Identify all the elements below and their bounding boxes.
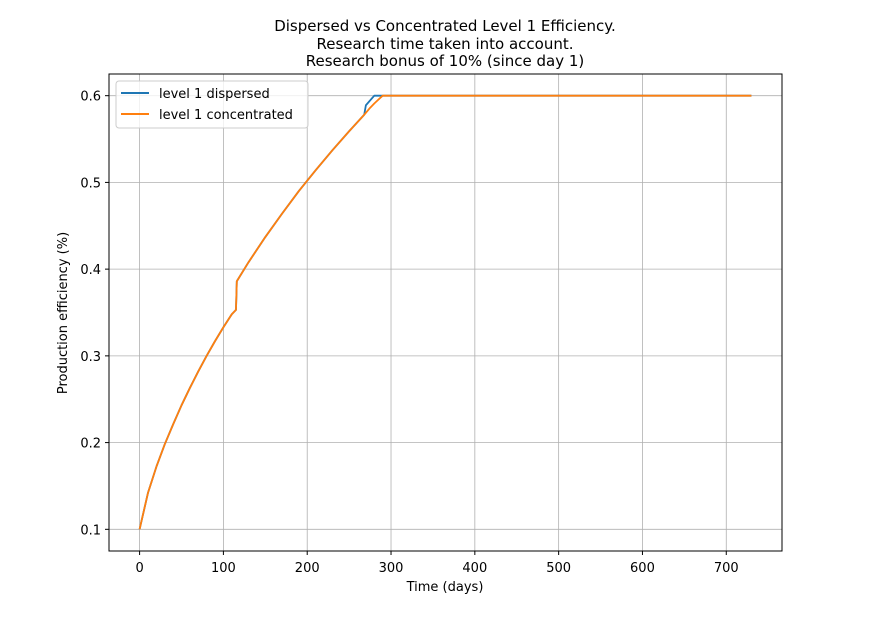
- x-tick-label: 500: [546, 561, 571, 576]
- chart-title-line-3: Research bonus of 10% (since day 1): [306, 52, 585, 70]
- x-axis-label: Time (days): [406, 580, 484, 595]
- plot-area: [108, 73, 783, 552]
- x-tick-label: 400: [462, 561, 487, 576]
- y-tick-label: 0.1: [80, 523, 101, 538]
- grid: [109, 74, 782, 551]
- y-tick-label: 0.3: [80, 350, 101, 365]
- y-tick-label: 0.4: [80, 263, 101, 278]
- y-tick-label: 0.5: [80, 176, 101, 191]
- legend-label-dispersed: level 1 dispersed: [159, 87, 270, 102]
- y-axis-label: Production efficiency (%): [56, 232, 71, 394]
- x-tick-label: 0: [135, 561, 143, 576]
- series-line-1: [138, 94, 752, 530]
- x-tick-label: 600: [630, 561, 655, 576]
- series-group: [138, 94, 752, 530]
- x-tick-label: 300: [379, 561, 404, 576]
- y-tick-label: 0.6: [80, 90, 101, 105]
- x-tick-label: 200: [295, 561, 320, 576]
- y-tick-label: 0.2: [80, 437, 101, 452]
- legend-box: [115, 80, 309, 129]
- legend-label-concentrated: level 1 concentrated: [159, 108, 293, 123]
- x-tick-label: 100: [211, 561, 236, 576]
- chart-title-line-1: Dispersed vs Concentrated Level 1 Effici…: [274, 17, 616, 35]
- ticks: 0 100 200 300 400 500 600 700 0.1 0.2 0.3 0.4 0.5 0.6: [80, 90, 738, 576]
- chart-title-line-2: Research time taken into account.: [317, 35, 574, 53]
- series-line-0: [138, 94, 752, 530]
- x-tick-label: 700: [714, 561, 739, 576]
- legend: level 1 dispersed level 1 concentrated: [115, 80, 309, 129]
